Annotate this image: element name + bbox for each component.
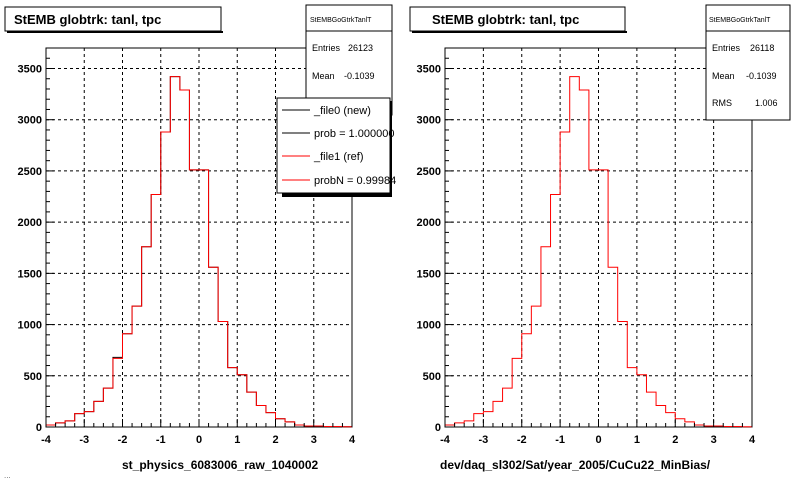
left-y-tick-label: 3000 bbox=[18, 115, 42, 127]
right-stats-rms-label: RMS bbox=[712, 98, 732, 108]
legend-label-ref: _file1 (ref) bbox=[313, 151, 364, 163]
right-stats-name: StEMBGoGtrkTanlT bbox=[709, 17, 771, 24]
right-stats-mean-value: -0.1039 bbox=[746, 71, 777, 81]
legend-label-prob: prob = 1.000000 bbox=[314, 128, 394, 140]
right-x-axis-title: dev/daq_sl302/Sat/year_2005/CuCu22_MinBi… bbox=[440, 458, 711, 472]
left-axis-ticks: -4 -3 -2 -1 0 1 2 3 4 0 500 1000 1500 2000 2500 3000 350… bbox=[18, 47, 356, 446]
left-x-tick-label: 2 bbox=[272, 434, 278, 446]
right-y-tick-label: 1500 bbox=[417, 268, 441, 280]
left-stats-entries-label: Entries bbox=[312, 43, 341, 53]
right-x-tick-label: 2 bbox=[672, 434, 678, 446]
left-x-tick-label: 0 bbox=[196, 434, 202, 446]
left-x-tick-label: 4 bbox=[349, 434, 356, 446]
left-x-tick-label: -2 bbox=[118, 434, 128, 446]
right-y-tick-label: 0 bbox=[435, 422, 441, 434]
right-x-tick-label: -4 bbox=[440, 434, 451, 446]
right-chart-title: StEMB globtrk: tanl, tpc bbox=[432, 12, 579, 27]
left-x-tick-label: 1 bbox=[234, 434, 240, 446]
left-y-tick-label: 3500 bbox=[18, 63, 42, 75]
right-x-tick-label: 1 bbox=[634, 434, 640, 446]
right-title-box-shadow bbox=[412, 31, 627, 33]
right-x-tick-label: 0 bbox=[595, 434, 601, 446]
right-y-tick-label: 2500 bbox=[417, 166, 441, 178]
right-y-tick-label: 500 bbox=[423, 371, 441, 383]
right-histogram-panel: -4 -3 -2 -1 0 1 2 3 4 0 500 1000 1500 2000 2500 3000 350… bbox=[409, 4, 791, 472]
right-x-tick-label: -1 bbox=[555, 434, 565, 446]
legend-label-new: _file0 (new) bbox=[313, 105, 371, 117]
left-stats-mean-label: Mean bbox=[312, 71, 335, 81]
right-x-tick-label: -2 bbox=[517, 434, 527, 446]
right-y-tick-label: 3500 bbox=[417, 63, 441, 75]
right-stats-entries-value: 26118 bbox=[750, 43, 774, 53]
right-stats-rms-value: 1.006 bbox=[755, 98, 778, 108]
left-y-tick-label: 2500 bbox=[18, 166, 42, 178]
right-x-tick-label: 4 bbox=[749, 434, 756, 446]
left-y-tick-label: 0 bbox=[36, 422, 42, 434]
left-y-tick-label: 2000 bbox=[18, 217, 42, 229]
left-x-tick-label: 3 bbox=[311, 434, 317, 446]
legend-label-probn: probN = 0.99984 bbox=[314, 175, 396, 187]
left-y-tick-label: 1500 bbox=[18, 268, 42, 280]
left-histogram-panel: -4 -3 -2 -1 0 1 2 3 4 0 500 1000 1500 2000 2500 3000 350… bbox=[4, 4, 396, 472]
left-chart-title: StEMB globtrk: tanl, tpc bbox=[14, 12, 161, 27]
left-x-tick-label: -1 bbox=[156, 434, 166, 446]
left-x-tick-label: -4 bbox=[41, 434, 52, 446]
left-stats-name: StEMBGoGtrkTanlT bbox=[310, 17, 372, 24]
left-x-axis-title: st_physics_6083006_raw_1040002 bbox=[122, 458, 318, 472]
left-x-tick-label: -3 bbox=[79, 434, 89, 446]
left-y-tick-label: 500 bbox=[24, 371, 42, 383]
left-stats-mean-value: -0.1039 bbox=[344, 71, 375, 81]
left-y-tick-label: 1000 bbox=[18, 320, 42, 332]
right-axis-ticks: -4 -3 -2 -1 0 1 2 3 4 0 500 1000 1500 2000 2500 3000 350… bbox=[417, 47, 756, 446]
legend-box bbox=[276, 97, 391, 194]
left-title-box-shadow bbox=[7, 31, 223, 33]
left-stats-entries-value: 26123 bbox=[348, 43, 373, 53]
right-x-tick-label: 3 bbox=[711, 434, 717, 446]
right-y-tick-label: 3000 bbox=[417, 115, 441, 127]
footer-fragment: ... bbox=[4, 471, 11, 480]
left-stats-box bbox=[305, 4, 393, 116]
right-y-tick-label: 1000 bbox=[417, 320, 441, 332]
right-stats-entries-label: Entries bbox=[712, 43, 741, 53]
right-stats-mean-label: Mean bbox=[712, 71, 735, 81]
right-stats-box bbox=[705, 4, 791, 121]
right-y-tick-label: 2000 bbox=[417, 217, 441, 229]
right-title-box bbox=[409, 6, 626, 32]
right-x-tick-label: -3 bbox=[478, 434, 488, 446]
